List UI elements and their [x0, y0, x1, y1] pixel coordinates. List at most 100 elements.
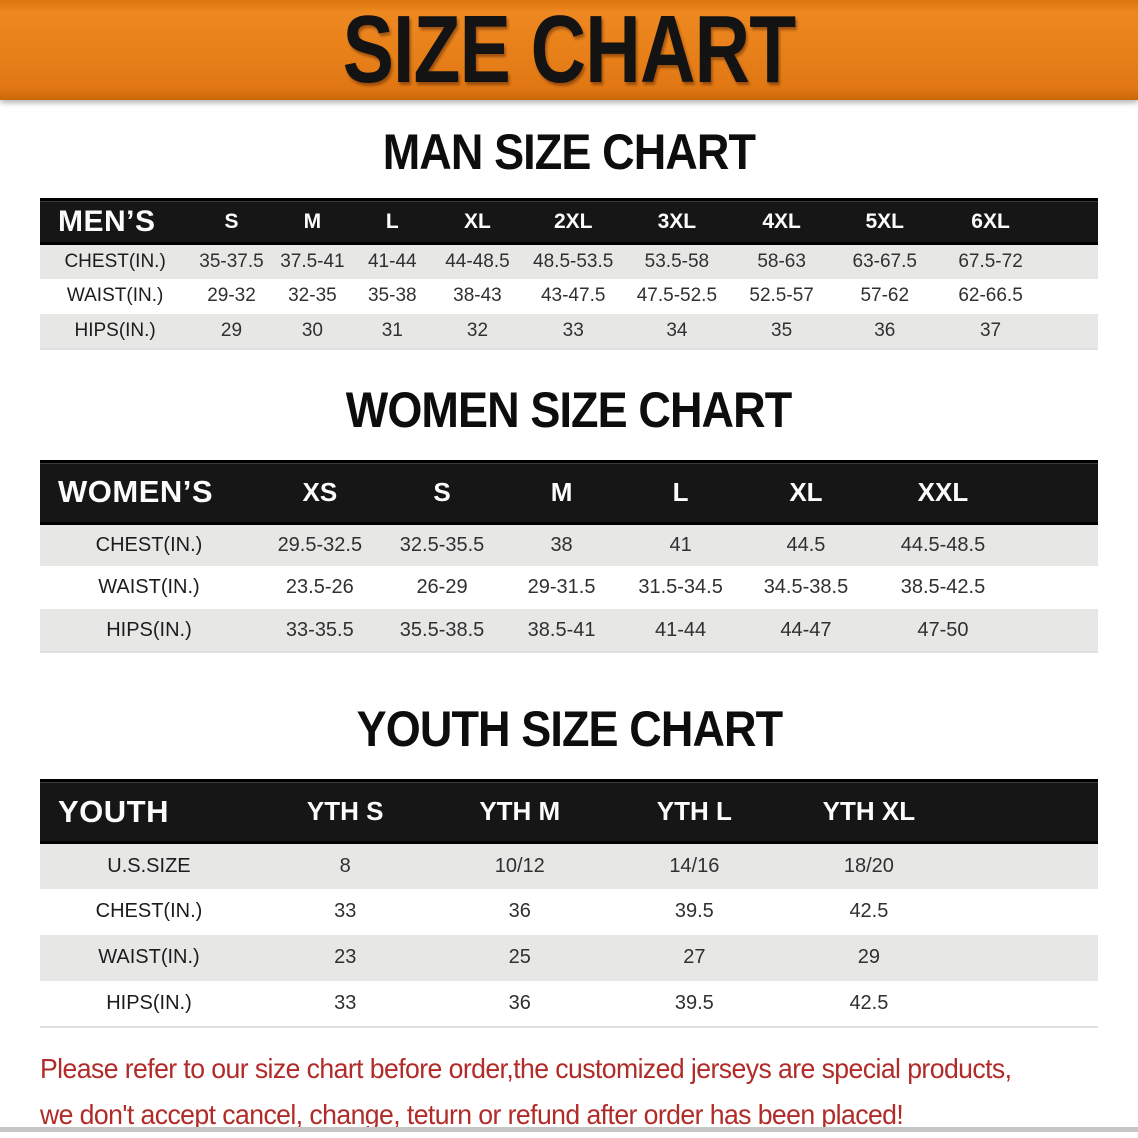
header-filler	[956, 779, 1098, 844]
header-filler	[1014, 459, 1098, 525]
size-value-cell: 44.5	[786, 533, 826, 556]
measurement-row: CHEST(IN.) 35-37.5 37.5-41 41-44 44-48.5 48.5…	[40, 243, 1098, 279]
measurement-row: HIPS(IN.) 29 30 31 32 33 34 35 36 37	[40, 313, 1098, 349]
women-table-header-row: WOMEN’S XS S M L XL XXL	[40, 459, 1098, 525]
size-value-cell: 31.5-34.5	[638, 576, 723, 598]
size-value-cell: 26-29	[416, 576, 468, 598]
size-column-header: M	[502, 459, 621, 525]
size-value-cell: 53.5-58	[644, 250, 710, 272]
size-value-cell: 29-31.5	[527, 576, 596, 598]
size-value-cell: 36	[874, 319, 896, 341]
row-filler	[1014, 609, 1098, 652]
size-column-header: 4XL	[729, 198, 834, 245]
women-section-heading: WOMEN SIZE CHART	[346, 381, 792, 438]
row-label: CHEST(IN.)	[95, 900, 203, 922]
measurement-row: HIPS(IN.) 33 36 39.5 42.5	[40, 980, 1098, 1027]
order-disclaimer: Please refer to our size chart before or…	[40, 1046, 1083, 1138]
size-value-cell: 18/20	[843, 854, 894, 877]
size-value-cell: 37	[979, 319, 1002, 341]
man-section-heading: MAN SIZE CHART	[382, 124, 756, 180]
header-filler	[1045, 198, 1098, 245]
size-chart-banner: SIZE CHART	[0, 0, 1138, 100]
row-filler	[1045, 314, 1098, 349]
size-value-cell: 35-37.5	[199, 250, 264, 272]
row-filler	[956, 889, 1098, 935]
size-value-cell: 33-35.5	[285, 618, 354, 641]
row-filler	[1045, 279, 1098, 314]
measurement-row: U.S.SIZE 8 10/12 14/16 18/20	[40, 842, 1098, 889]
mens-size-table: MEN’S S M L XL 2XL 3XL 4XL 5XL 6XL CHEST(IN.) 35-37…	[40, 198, 1098, 350]
size-value-cell: 42.5	[849, 991, 889, 1014]
measurement-row: CHEST(IN.) 33 36 39.5 42.5	[40, 888, 1098, 935]
size-value-cell: 34	[666, 319, 688, 341]
size-value-cell: 33	[334, 991, 357, 1014]
row-label: WAIST(IN.)	[98, 576, 200, 598]
size-value-cell: 42.5	[849, 900, 889, 922]
size-column-header: YTH M	[432, 779, 608, 844]
size-value-cell: 58-63	[757, 250, 806, 272]
size-value-cell: 35-38	[367, 285, 417, 306]
size-value-cell: 41	[669, 533, 692, 556]
size-value-cell: 43-47.5	[540, 285, 606, 306]
disclaimer-line-2: we don't accept cancel, change, teturn o…	[40, 1098, 904, 1130]
size-value-cell: 38.5-41	[527, 618, 596, 641]
size-value-cell: 25	[508, 946, 531, 968]
size-value-cell: 47.5-52.5	[636, 285, 718, 306]
size-value-cell: 39.5	[674, 991, 714, 1014]
size-value-cell: 41-44	[655, 618, 707, 641]
row-label: HIPS(IN.)	[106, 991, 192, 1014]
size-value-cell: 31	[381, 319, 403, 341]
size-column-header: XS	[257, 459, 382, 525]
banner-title: SIZE CHART	[342, 0, 797, 103]
size-column-header: XL	[432, 198, 523, 245]
disclaimer-line-1: Please refer to our size chart before or…	[40, 1052, 1012, 1084]
measurement-row: WAIST(IN.) 23.5-26 26-29 29-31.5 31.5-34.5 34…	[40, 566, 1098, 609]
measurement-row: WAIST(IN.) 23 25 27 29	[40, 934, 1098, 981]
row-label: CHEST(IN.)	[95, 533, 203, 556]
men-table-header-row: MEN’S S M L XL 2XL 3XL 4XL 5XL 6XL	[40, 198, 1098, 245]
size-column-header: XXL	[871, 459, 1015, 525]
size-value-cell: 34.5-38.5	[763, 576, 849, 598]
size-value-cell: 48.5-53.5	[533, 250, 614, 272]
size-column-header: S	[381, 459, 503, 525]
size-column-header: 2XL	[522, 198, 624, 245]
size-value-cell: 39.5	[674, 900, 714, 922]
size-value-cell: 29	[220, 319, 243, 341]
size-column-header: XL	[740, 459, 872, 525]
row-label: WAIST(IN.)	[66, 285, 164, 306]
size-value-cell: 32-35	[288, 285, 337, 306]
women-table-title: WOMEN’S	[40, 459, 258, 525]
size-column-header: 6XL	[936, 198, 1046, 245]
size-value-cell: 23	[334, 946, 357, 968]
size-column-header: 5XL	[833, 198, 937, 245]
row-filler	[956, 981, 1098, 1027]
size-value-cell: 63-67.5	[852, 250, 917, 272]
size-value-cell: 38-43	[453, 285, 502, 306]
size-value-cell: 38.5-42.5	[900, 576, 986, 598]
size-value-cell: 36	[508, 991, 531, 1014]
row-label: HIPS(IN.)	[74, 319, 156, 341]
size-value-cell: 52.5-57	[749, 285, 814, 306]
size-value-cell: 35	[771, 319, 793, 341]
size-value-cell: 33	[334, 900, 357, 922]
row-filler	[1014, 566, 1098, 609]
measurement-row: WAIST(IN.) 29-32 32-35 35-38 38-43 43-47.5 47.…	[40, 278, 1098, 314]
youth-section-heading: YOUTH SIZE CHART	[356, 701, 783, 757]
measurement-row: HIPS(IN.) 33-35.5 35.5-38.5 38.5-41 41-44 44-…	[40, 609, 1098, 652]
bottom-edge-divider	[0, 1127, 1138, 1132]
size-value-cell: 8	[339, 854, 351, 877]
row-label: CHEST(IN.)	[64, 250, 166, 272]
row-filler	[956, 843, 1098, 889]
size-column-header: YTH L	[607, 779, 782, 844]
measurement-row: CHEST(IN.) 29.5-32.5 32.5-35.5 38 41 44.5 44.5…	[40, 523, 1098, 566]
size-column-header: L	[352, 198, 433, 245]
size-value-cell: 67.5-72	[958, 250, 1023, 272]
size-value-cell: 30	[301, 319, 323, 341]
womens-size-table: WOMEN’S XS S M L XL XXL CHEST(IN.) 29.5-32.5 32.5…	[40, 459, 1098, 653]
size-value-cell: 57-62	[860, 285, 910, 306]
size-value-cell: 29.5-32.5	[277, 533, 363, 556]
size-value-cell: 38	[550, 533, 573, 556]
size-column-header: YTH XL	[781, 779, 957, 844]
size-column-header: YTH S	[257, 779, 433, 844]
size-column-header: M	[272, 198, 353, 245]
